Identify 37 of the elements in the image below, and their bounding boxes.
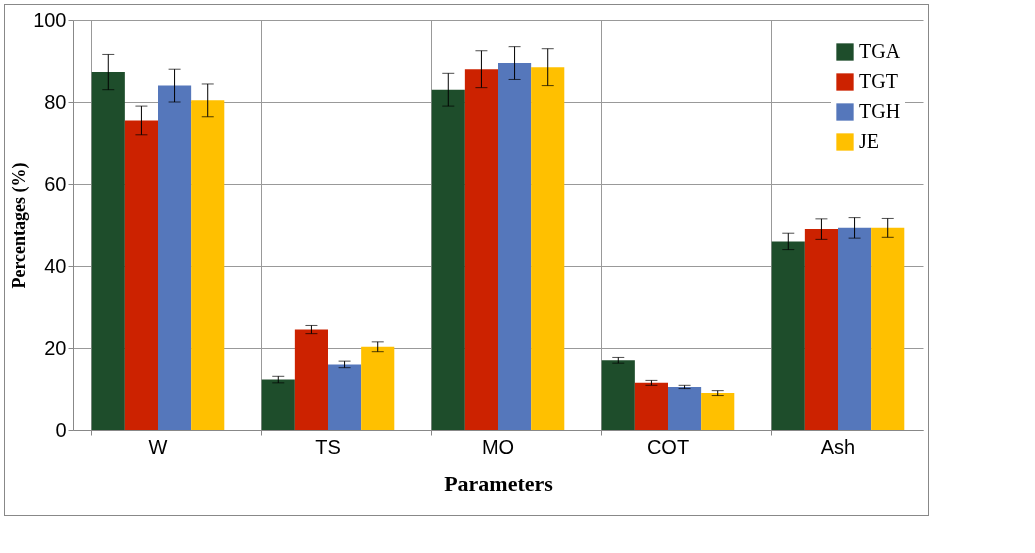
- y-tick-label: 0: [55, 418, 67, 441]
- y-tick-label: 60: [44, 172, 67, 195]
- bar: [498, 63, 532, 430]
- bar: [124, 120, 158, 430]
- bar: [601, 360, 635, 430]
- x-tick-label: TS: [315, 435, 341, 458]
- bar: [531, 67, 565, 430]
- y-axis-title: Percentages (%): [9, 162, 31, 289]
- bar: [431, 89, 465, 430]
- y-tick-label: 100: [33, 8, 67, 31]
- x-axis-title: Parameters: [444, 470, 554, 496]
- y-tick-label: 40: [44, 254, 67, 277]
- bar: [158, 85, 192, 430]
- x-tick-label: Ash: [820, 435, 856, 458]
- bar: [464, 69, 498, 430]
- legend-label: TGA: [859, 40, 901, 62]
- bar: [838, 227, 872, 430]
- legend-label: JE: [859, 130, 879, 152]
- x-tick-label: W: [148, 435, 168, 458]
- x-tick-label: COT: [646, 435, 690, 458]
- y-tick-label: 20: [44, 336, 67, 359]
- x-tick-label: MO: [481, 435, 515, 458]
- bar: [701, 393, 735, 430]
- y-tick-label: 80: [44, 90, 67, 113]
- bar: [804, 229, 838, 430]
- bar: [871, 227, 905, 430]
- legend-label: TGH: [859, 100, 901, 122]
- bar: [261, 379, 295, 430]
- bar: [328, 364, 362, 430]
- bar: [294, 329, 328, 430]
- bar: [191, 100, 225, 430]
- bar: [91, 72, 125, 430]
- bar: [634, 382, 668, 430]
- bar: [668, 386, 702, 430]
- bar: [771, 241, 805, 430]
- bar: [361, 346, 395, 430]
- legend-label: TGT: [859, 70, 898, 92]
